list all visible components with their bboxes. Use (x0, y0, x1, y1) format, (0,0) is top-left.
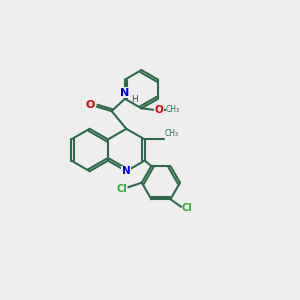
Text: Cl: Cl (182, 203, 192, 213)
Text: CH₃: CH₃ (166, 105, 180, 114)
Text: O: O (85, 100, 94, 110)
Text: Cl: Cl (117, 184, 128, 194)
Text: N: N (122, 166, 131, 176)
Text: N: N (120, 88, 130, 98)
Text: CH₃: CH₃ (165, 129, 179, 138)
Text: H: H (131, 95, 138, 104)
Text: O: O (155, 105, 164, 115)
